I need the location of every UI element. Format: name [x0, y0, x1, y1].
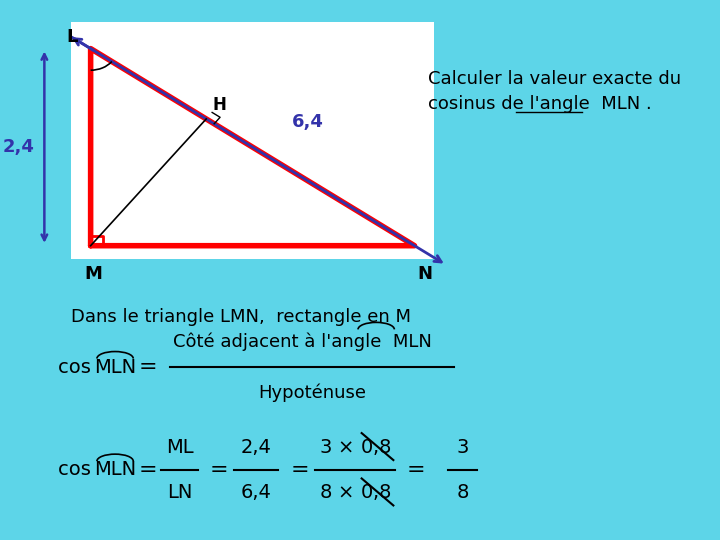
Text: 6,4: 6,4 — [240, 483, 271, 502]
Text: M: M — [84, 265, 102, 282]
Text: =: = — [138, 357, 157, 377]
Text: Dans le triangle LMN,  rectangle en M: Dans le triangle LMN, rectangle en M — [71, 308, 411, 326]
Text: 3: 3 — [456, 437, 469, 457]
Text: cos: cos — [58, 460, 96, 480]
Text: MLN: MLN — [94, 460, 136, 480]
Text: =: = — [138, 460, 157, 480]
Text: 6,4: 6,4 — [292, 113, 324, 131]
Text: L: L — [66, 28, 78, 46]
Text: 3 $\times$ 0,8: 3 $\times$ 0,8 — [319, 437, 392, 457]
Text: 8: 8 — [456, 483, 469, 502]
Text: =: = — [290, 460, 309, 480]
Text: Hypoténuse: Hypoténuse — [258, 384, 366, 402]
Text: Côté adjacent à l'angle  MLN: Côté adjacent à l'angle MLN — [174, 332, 432, 350]
Text: cos: cos — [58, 357, 96, 377]
Text: ML: ML — [166, 437, 194, 457]
Text: 8 $\times$ 0,8: 8 $\times$ 0,8 — [319, 482, 392, 503]
Text: 2,4: 2,4 — [3, 138, 35, 156]
Text: 2,4: 2,4 — [240, 437, 271, 457]
Text: LN: LN — [167, 483, 192, 502]
Text: Calculer la valeur exacte du
cosinus de l'angle  MLN .: Calculer la valeur exacte du cosinus de … — [428, 70, 681, 113]
Text: =: = — [407, 460, 426, 480]
Text: =: = — [210, 460, 228, 480]
Text: N: N — [418, 265, 433, 282]
Bar — [71, 22, 434, 259]
Text: H: H — [213, 96, 227, 113]
Text: MLN: MLN — [94, 357, 136, 377]
